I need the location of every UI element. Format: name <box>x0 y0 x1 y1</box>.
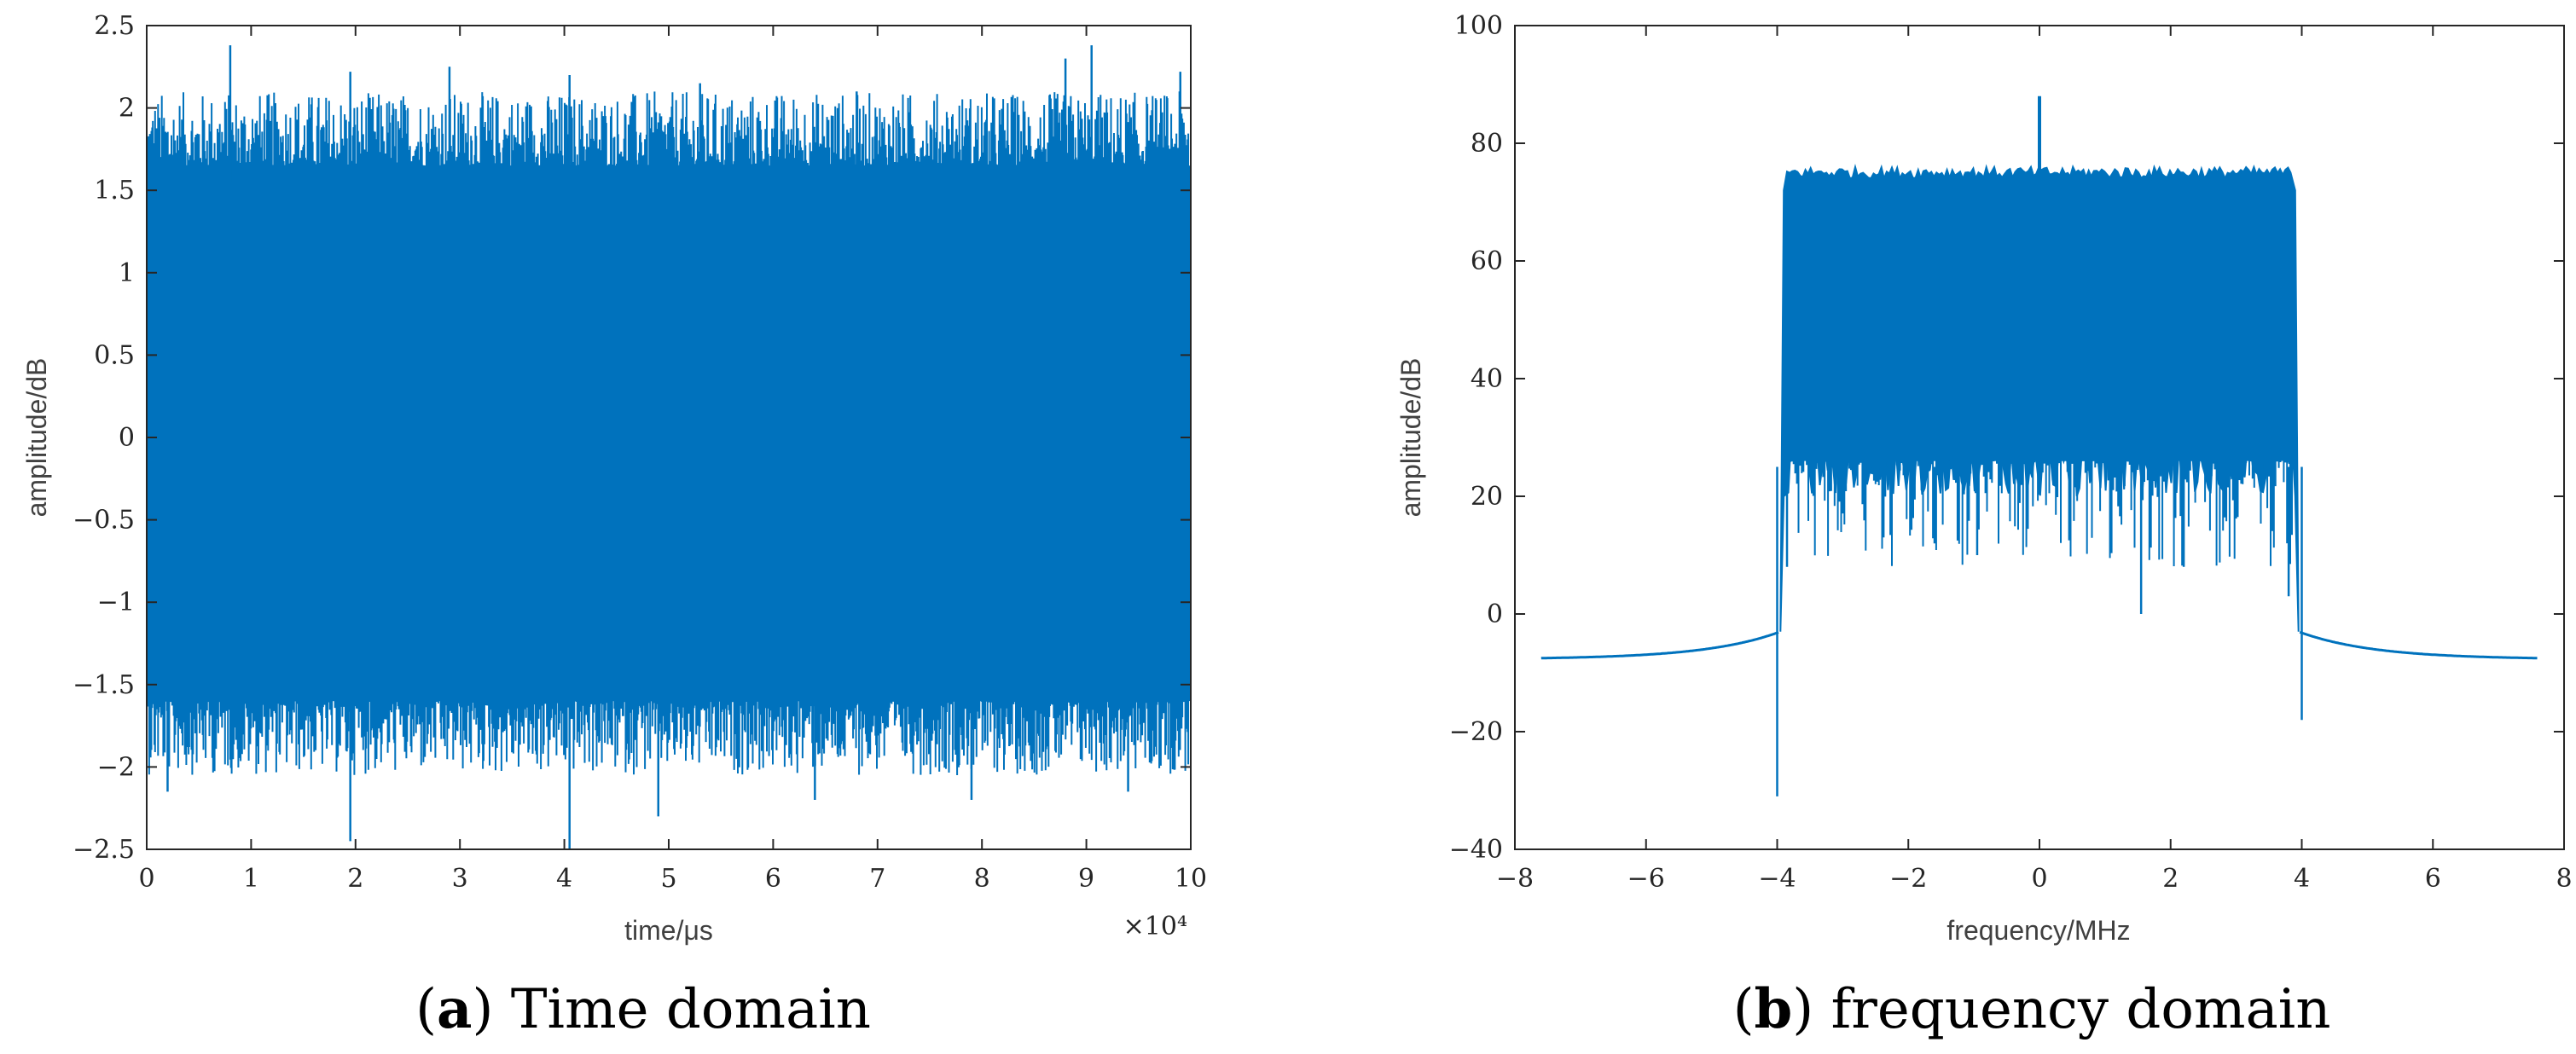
freq-y-tick-label: 40 <box>1471 364 1503 394</box>
freq-x-tick-label: 0 <box>2031 864 2047 894</box>
freq-y-tick-label: 20 <box>1471 482 1503 512</box>
time-x-tick-label: 3 <box>452 864 468 894</box>
freq-x-tick-label: 4 <box>2294 864 2310 894</box>
freq-skirt-right <box>2299 630 2538 660</box>
time-plot-area <box>148 45 1190 849</box>
time-y-tick-label: 1.5 <box>94 176 135 206</box>
time-ylabel: amplitude/dB <box>21 358 52 518</box>
time-y-tick-label: −0.5 <box>73 506 135 536</box>
freq-ylabel: amplitude/dB <box>1395 358 1426 518</box>
time-y-ticks: −2.5 −2 −1.5 −1 −0.5 0 0.5 1 1.5 2 2.5 <box>73 11 1191 865</box>
caption-a-text: Time domain <box>511 978 871 1041</box>
time-y-tick-label: −1.5 <box>73 670 135 700</box>
time-x-tick-label: 8 <box>974 864 990 894</box>
caption-a: (a) Time domain <box>415 977 871 1041</box>
freq-x-tick-label: −4 <box>1758 864 1796 894</box>
time-signal-fringe <box>148 91 1190 775</box>
freq-x-tick-label: −2 <box>1889 864 1927 894</box>
freq-x-ticks: −8 −6 −4 −2 0 2 4 6 8 <box>1496 26 2573 894</box>
freq-x-tick-label: 2 <box>2162 864 2179 894</box>
time-xlabel: time/μs <box>624 915 713 946</box>
freq-xlabel: frequency/MHz <box>1947 915 2130 946</box>
time-y-tick-label: 2.5 <box>94 11 135 41</box>
time-x-tick-label: 2 <box>347 864 363 894</box>
time-x-exponent: ×10⁴ <box>1123 912 1187 941</box>
caption-b-text: frequency domain <box>1831 978 2331 1041</box>
time-x-tick-label: 5 <box>660 864 676 894</box>
freq-y-tick-label: 100 <box>1454 11 1503 41</box>
freq-y-ticks: −40 −20 0 20 40 60 80 100 <box>1449 11 2564 865</box>
freq-skirt-left <box>1540 631 1779 660</box>
freq-x-tick-label: −6 <box>1627 864 1665 894</box>
freq-x-tick-label: 8 <box>2556 864 2572 894</box>
caption-b-letter: b <box>1755 977 1793 1041</box>
freq-y-tick-label: −40 <box>1449 835 1503 865</box>
time-x-tick-label: 6 <box>765 864 781 894</box>
time-y-tick-label: −1 <box>97 588 135 617</box>
time-x-tick-label: 7 <box>869 864 885 894</box>
time-x-tick-label: 1 <box>243 864 259 894</box>
time-x-tick-label: 10 <box>1175 864 1207 894</box>
time-y-tick-label: 0 <box>119 423 135 453</box>
time-domain-chart: 0 1 2 3 4 5 6 7 8 9 10 −2.5 −2 −1.5 −1 −0.5 0 0.5 1 1.5 2 2.… <box>21 11 1207 1041</box>
time-x-tick-label: 4 <box>556 864 572 894</box>
time-y-tick-label: −2.5 <box>73 835 135 865</box>
freq-passband <box>1779 164 2300 632</box>
freq-x-tick-label: −8 <box>1496 864 1534 894</box>
freq-y-tick-label: 0 <box>1487 599 1503 629</box>
time-y-tick-label: −2 <box>97 752 135 782</box>
freq-x-tick-label: 6 <box>2425 864 2441 894</box>
freq-y-tick-label: 60 <box>1471 246 1503 276</box>
caption-b: (b) frequency domain <box>1733 977 2331 1041</box>
time-y-tick-label: 1 <box>119 258 135 288</box>
freq-y-tick-label: 80 <box>1471 129 1503 159</box>
time-x-ticks: 0 1 2 3 4 5 6 7 8 9 10 <box>138 26 1207 894</box>
time-signal-band <box>148 165 1190 702</box>
freq-passband-fringe <box>1786 437 2293 566</box>
freq-y-tick-label: −20 <box>1449 717 1503 747</box>
time-x-tick-label: 0 <box>138 864 154 894</box>
caption-a-letter: a <box>437 977 472 1041</box>
time-y-tick-label: 0.5 <box>94 340 135 370</box>
time-x-tick-label: 9 <box>1078 864 1094 894</box>
freq-plot-area <box>1540 96 2538 796</box>
time-y-tick-label: 2 <box>119 94 135 124</box>
